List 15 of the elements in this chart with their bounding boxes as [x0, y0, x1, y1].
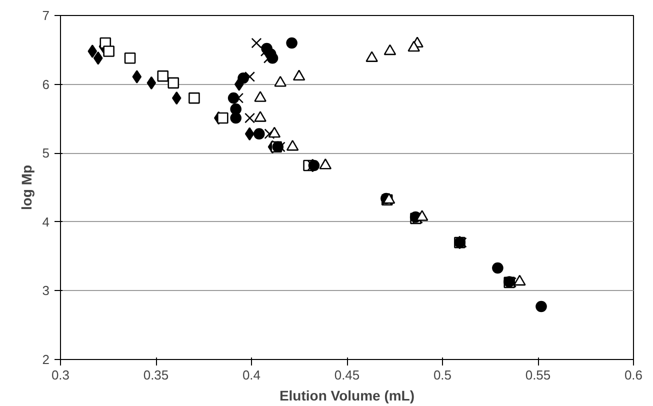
x-tick-label: 0.45 [334, 368, 360, 382]
x-tick-label: 0.4 [242, 368, 261, 382]
y-axis-title: log Mp [18, 164, 34, 210]
y-tick-label: 5 [42, 146, 50, 161]
x-tick-label: 0.35 [143, 368, 169, 382]
x-tick-label: 0.5 [433, 368, 452, 382]
y-tick-label: 7 [42, 8, 50, 23]
x-tick-label: 0.6 [624, 368, 643, 382]
y-tick-label: 4 [42, 214, 50, 230]
y-tick-label: 2 [42, 352, 50, 367]
y-tick-label: 3 [42, 283, 50, 298]
y-tick-label: 6 [42, 76, 50, 92]
x-tick-label: 0.3 [51, 368, 70, 382]
x-axis-title: Elution Volume (mL) [279, 388, 415, 404]
x-tick-label: 0.55 [525, 368, 551, 382]
